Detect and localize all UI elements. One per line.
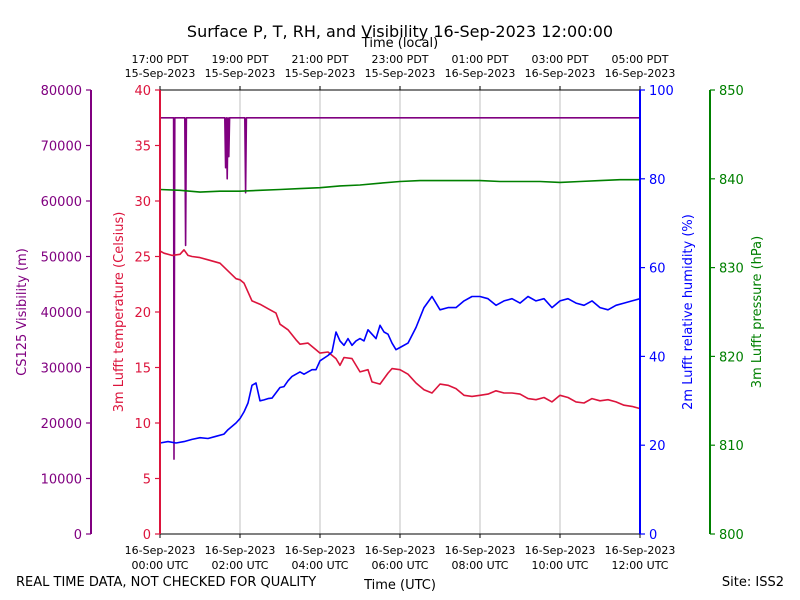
humidity-axis-label: 2m Lufft relative humidity (%): [681, 214, 696, 410]
x-tick-label-time: 00:00 UTC: [131, 559, 188, 572]
temperature-axis-label: 3m Lufft temperature (Celsius): [112, 212, 127, 413]
x-tick-label-time: 10:00 UTC: [531, 559, 588, 572]
x-tick-label-time: 12:00 UTC: [611, 559, 668, 572]
x-top-tick-label-date: 15-Sep-2023: [285, 67, 356, 80]
pressure-tick-label: 810: [719, 439, 744, 454]
pressure-series-line: [159, 178, 640, 193]
x-top-tick-label-time: 03:00 PDT: [531, 53, 588, 66]
x-top-tick-label-time: 05:00 PDT: [611, 53, 668, 66]
x-tick-label-date: 16-Sep-2023: [285, 544, 356, 557]
temperature-tick-label: 25: [134, 251, 151, 266]
x-top-tick-label-time: 01:00 PDT: [451, 53, 508, 66]
pressure-tick-label: 800: [719, 528, 744, 543]
temperature-tick-label: 20: [134, 306, 151, 321]
visibility-tick-label: 10000: [41, 473, 82, 488]
x-top-tick-label-time: 21:00 PDT: [291, 53, 348, 66]
temperature-series-line: [159, 249, 641, 410]
visibility-tick-label: 50000: [41, 251, 82, 266]
quality-note: REAL TIME DATA, NOT CHECKED FOR QUALITY: [16, 575, 317, 590]
x-tick-label-date: 16-Sep-2023: [445, 544, 516, 557]
pressure-tick-label: 820: [719, 350, 744, 365]
visibility-tick-label: 80000: [41, 84, 82, 99]
humidity-tick-label: 80: [649, 173, 666, 188]
humidity-series-line: [159, 295, 641, 444]
chart-title: Surface P, T, RH, and Visibility 16-Sep-…: [187, 22, 613, 41]
humidity-tick-label: 20: [649, 439, 666, 454]
temperature-tick-label: 10: [134, 417, 151, 432]
visibility-tick-label: 70000: [41, 140, 82, 155]
x-tick-label-time: 04:00 UTC: [291, 559, 348, 572]
temperature-tick-label: 0: [143, 528, 151, 543]
x-tick-label-date: 16-Sep-2023: [125, 544, 196, 557]
x-axis-top-label: Time (local): [361, 36, 438, 51]
pressure-tick-label: 840: [719, 173, 744, 188]
x-tick-label-time: 02:00 UTC: [211, 559, 268, 572]
x-tick-label-time: 08:00 UTC: [451, 559, 508, 572]
temperature-tick-label: 30: [134, 195, 151, 210]
pressure-tick-label: 830: [719, 262, 744, 277]
x-top-tick-label-time: 19:00 PDT: [211, 53, 268, 66]
x-top-tick-label-date: 16-Sep-2023: [605, 67, 676, 80]
temperature-tick-label: 35: [134, 140, 151, 155]
x-tick-label-date: 16-Sep-2023: [205, 544, 276, 557]
humidity-tick-label: 0: [649, 528, 657, 543]
x-top-tick-label-date: 16-Sep-2023: [445, 67, 516, 80]
x-tick-label-date: 16-Sep-2023: [605, 544, 676, 557]
grid: [239, 90, 561, 534]
visibility-tick-label: 40000: [41, 306, 82, 321]
x-top-tick-label-date: 15-Sep-2023: [365, 67, 436, 80]
visibility-tick-label: 30000: [41, 362, 82, 377]
x-tick-label-date: 16-Sep-2023: [365, 544, 436, 557]
pressure-axis-label: 3m Lufft pressure (hPa): [750, 236, 765, 388]
visibility-tick-label: 60000: [41, 195, 82, 210]
temperature-tick-label: 40: [134, 84, 151, 99]
pressure-tick-label: 850: [719, 84, 744, 99]
humidity-tick-label: 60: [649, 262, 666, 277]
humidity-tick-label: 100: [649, 84, 674, 99]
x-top-tick-label-date: 15-Sep-2023: [205, 67, 276, 80]
x-tick-label-time: 06:00 UTC: [371, 559, 428, 572]
temperature-tick-label: 5: [143, 473, 151, 488]
x-top-tick-label-date: 16-Sep-2023: [525, 67, 596, 80]
visibility-series-line: [160, 117, 640, 460]
visibility-axis-label: CS125 Visibility (m): [15, 248, 30, 376]
site-label: Site: ISS2: [721, 575, 784, 590]
axes: 16-Sep-2023 00:00 UTC 16-Sep-2023 02:00 UTC…: [15, 53, 765, 572]
x-top-tick-label-date: 15-Sep-2023: [125, 67, 196, 80]
x-top-tick-label-time: 23:00 PDT: [371, 53, 428, 66]
visibility-tick-label: 0: [74, 528, 82, 543]
x-tick-label-date: 16-Sep-2023: [525, 544, 596, 557]
plot-area: [159, 117, 641, 460]
x-axis-label: Time (UTC): [363, 578, 436, 593]
temperature-tick-label: 15: [134, 362, 151, 377]
humidity-tick-label: 40: [649, 350, 666, 365]
visibility-tick-label: 20000: [41, 417, 82, 432]
x-top-tick-label-time: 17:00 PDT: [131, 53, 188, 66]
